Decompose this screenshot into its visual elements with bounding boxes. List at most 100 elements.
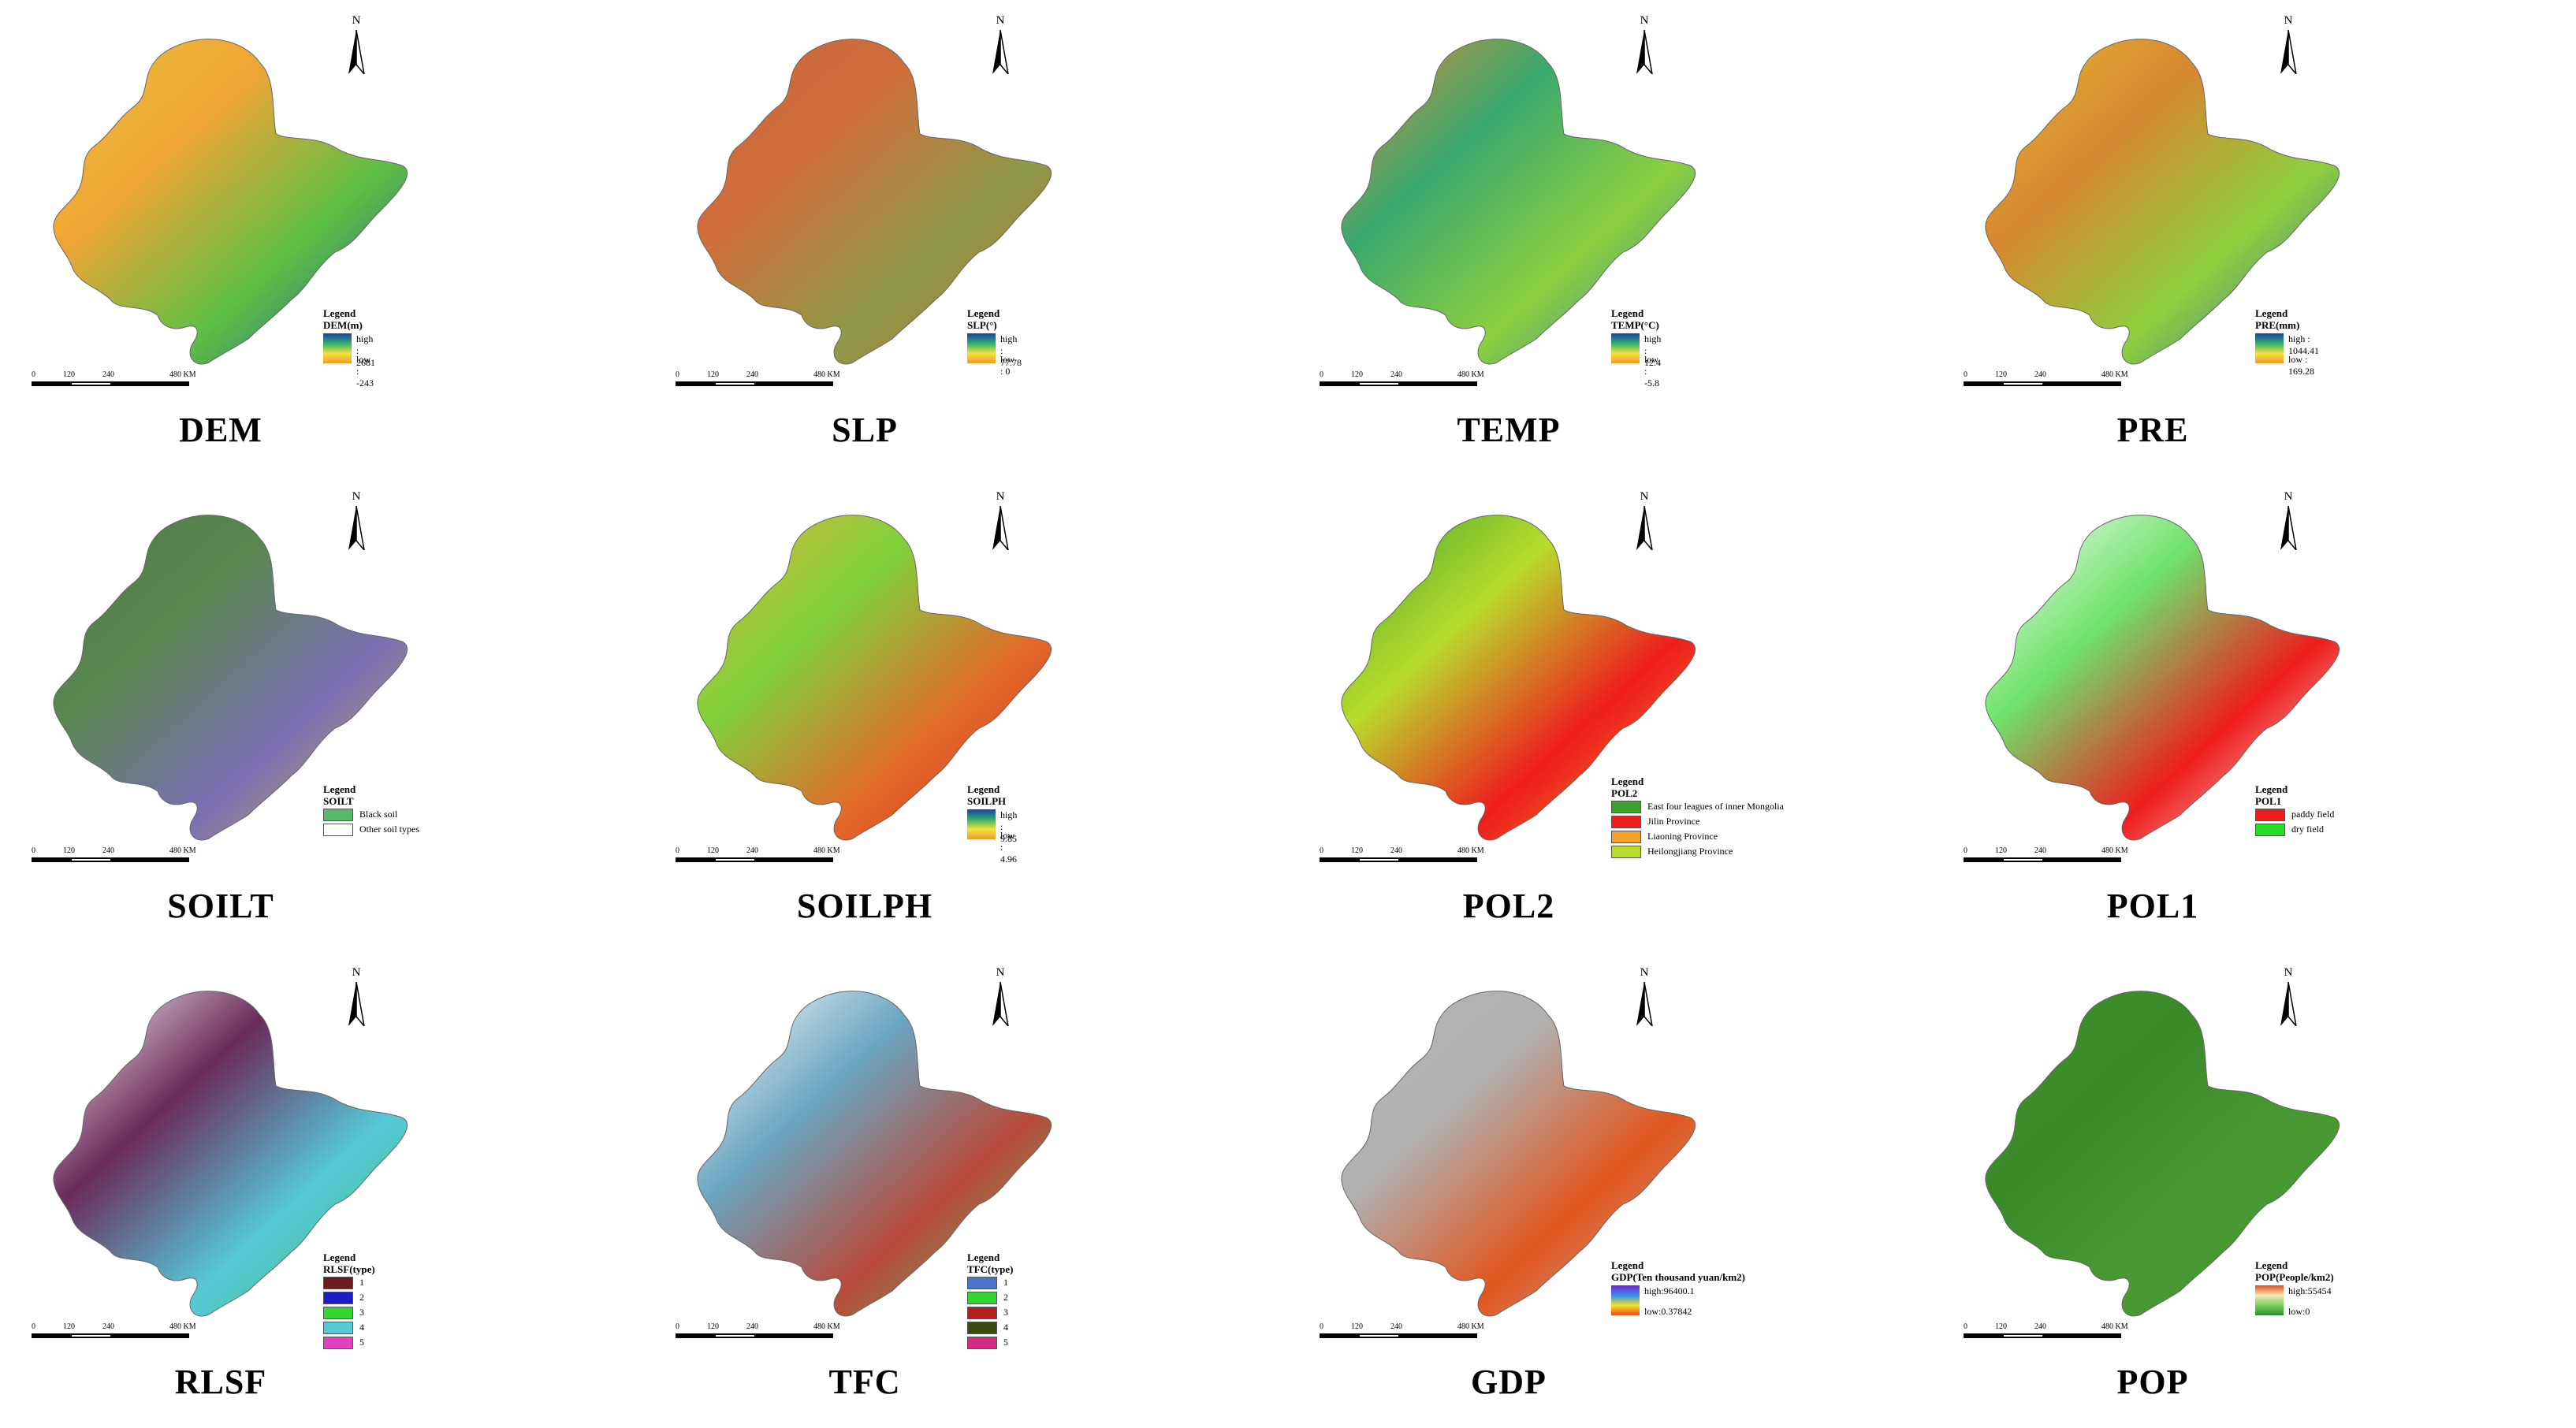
scale-tick-label: 0	[1320, 370, 1323, 379]
legend: Legend POL1 paddy field dry field	[2255, 783, 2334, 837]
scale-tick-label: 240	[2034, 1322, 2046, 1331]
legend-swatch	[323, 1276, 353, 1289]
legend-color-ramp	[323, 333, 352, 363]
legend-title: PRE(mm)	[2255, 319, 2300, 331]
north-label: N	[2284, 966, 2293, 979]
scale-tick-label: 480 KM	[1457, 846, 1484, 855]
scale-tick-label: 480 KM	[813, 846, 840, 855]
scale-tick-label: 480 KM	[2101, 370, 2128, 379]
scale-tick-label: 120	[707, 846, 719, 855]
map-pop	[1985, 991, 2340, 1317]
legend-heading: Legend	[967, 783, 1000, 795]
legend-high-label: high:55454	[2288, 1285, 2332, 1296]
scale-bar-graphic	[676, 857, 833, 862]
scale-tick-label: 240	[102, 1322, 114, 1331]
legend-high-label: high : 2681	[356, 333, 375, 368]
scale-tick-label: 240	[746, 846, 758, 855]
legend-class-label: 3	[359, 1307, 364, 1318]
map-panel-pol2: N Legend POL2 East four leagues of inner Mo…	[1288, 476, 1932, 952]
scale-tick-label: 480 KM	[1457, 1322, 1484, 1331]
legend-title: POL2	[1611, 787, 1638, 799]
scale-tick-label: 120	[1995, 1322, 2007, 1331]
legend: Legend PRE(mm) high : 1044.41 low : 169.28	[2255, 307, 2319, 377]
legend: Legend TEMP(°C) high : 12.4 low : -5.8	[1611, 307, 1661, 389]
legend-heading: Legend	[323, 783, 356, 795]
legend-color-ramp	[967, 333, 996, 363]
map-panel-pol1: N Legend POL1 paddy field dry field 0 120 240 48…	[1932, 476, 2576, 952]
north-label: N	[996, 490, 1005, 503]
scale-bar-graphic	[1964, 857, 2121, 862]
north-label: N	[352, 966, 361, 979]
legend-class-item: Jilin Province	[1611, 814, 1784, 829]
north-arrow-icon: N	[1629, 966, 1660, 1028]
region-outline	[697, 515, 1052, 841]
north-label: N	[996, 14, 1005, 27]
legend-swatch	[2255, 808, 2285, 821]
map-title: SOILPH	[796, 887, 933, 925]
legend: Legend SOILT Black soil Other soil types	[323, 783, 419, 837]
map-temp	[1341, 39, 1696, 365]
scale-bar-graphic	[1320, 381, 1477, 386]
map-slp	[697, 39, 1052, 365]
north-arrow-icon: N	[985, 966, 1016, 1028]
scale-tick-label: 240	[102, 370, 114, 379]
legend-title: RLSF(type)	[323, 1263, 375, 1275]
legend-class-item: 4	[323, 1320, 375, 1335]
scale-tick-label: 120	[1351, 370, 1363, 379]
legend-swatch	[967, 1291, 997, 1304]
north-label: N	[352, 14, 361, 27]
legend-class-label: 5	[359, 1337, 364, 1348]
scale-tick-label: 120	[1351, 1322, 1363, 1331]
map-panel-soilt: N Legend SOILT Black soil Other soil types 0 1…	[0, 476, 644, 952]
north-arrow-icon: N	[985, 14, 1016, 76]
legend-low-label: low : 169.28	[2288, 354, 2314, 377]
scale-bar: 0 120 240 480 KM	[1320, 846, 1509, 870]
legend-class-label: East four leagues of inner Mongolia	[1647, 801, 1784, 812]
legend-class-label: Black soil	[359, 809, 398, 820]
map-title: TEMP	[1457, 411, 1561, 449]
legend-swatch	[323, 1291, 353, 1304]
legend: Legend POL2 East four leagues of inner Mon…	[1611, 775, 1784, 859]
north-label: N	[996, 966, 1005, 979]
legend-high-label: high : 9.85	[1000, 809, 1018, 844]
legend-title: GDP(Ten thousand yuan/km2)	[1611, 1271, 1746, 1283]
north-label: N	[2284, 14, 2293, 27]
legend-low-label: low : 4.96	[1000, 830, 1017, 865]
legend-class-label: 3	[1003, 1307, 1008, 1318]
legend-swatch	[323, 808, 353, 821]
legend-class-item: East four leagues of inner Mongolia	[1611, 799, 1784, 814]
scale-tick-label: 0	[32, 846, 35, 855]
legend-swatch	[323, 1306, 353, 1319]
region-outline	[1341, 515, 1696, 841]
legend-class-item: Heilongjiang Province	[1611, 844, 1784, 859]
scale-tick-label: 480 KM	[169, 846, 196, 855]
map-title: PRE	[2116, 411, 2189, 449]
legend-color-ramp	[1611, 333, 1640, 363]
scale-tick-label: 240	[746, 1322, 758, 1331]
legend: Legend SLP(°) high : 77.78 low : 0	[967, 307, 1022, 377]
north-arrow-icon: N	[985, 490, 1016, 552]
legend-heading: Legend	[2255, 783, 2288, 795]
map-panel-slp: N Legend SLP(°) high : 77.78 low : 0 0 120 240 4…	[644, 0, 1288, 476]
legend-color-ramp	[967, 809, 996, 839]
scale-bar: 0 120 240 480 KM	[32, 370, 221, 394]
legend-high-label: high:96400.1	[1644, 1285, 1695, 1296]
legend-class-label: paddy field	[2291, 809, 2335, 820]
scale-tick-label: 0	[676, 1322, 679, 1331]
scale-tick-label: 0	[1964, 370, 1967, 379]
map-panel-soilph: N Legend SOILPH high : 9.85 low : 4.96 0 120 24…	[644, 476, 1288, 952]
scale-bar-graphic	[1964, 381, 2121, 386]
scale-bar-graphic	[32, 1333, 189, 1338]
map-title: POL1	[2106, 887, 2199, 925]
legend-swatch	[967, 1306, 997, 1319]
north-arrow-icon: N	[2273, 966, 2304, 1028]
scale-bar-graphic	[676, 381, 833, 386]
scale-tick-label: 120	[1995, 846, 2007, 855]
scale-tick-label: 120	[63, 1322, 75, 1331]
map-title: POP	[2116, 1363, 2189, 1401]
region-outline	[53, 991, 408, 1317]
legend-heading: Legend	[2255, 1259, 2288, 1271]
legend-class-label: Jilin Province	[1647, 816, 1700, 827]
scale-tick-label: 0	[1964, 1322, 1967, 1331]
map-tfc	[697, 991, 1052, 1317]
